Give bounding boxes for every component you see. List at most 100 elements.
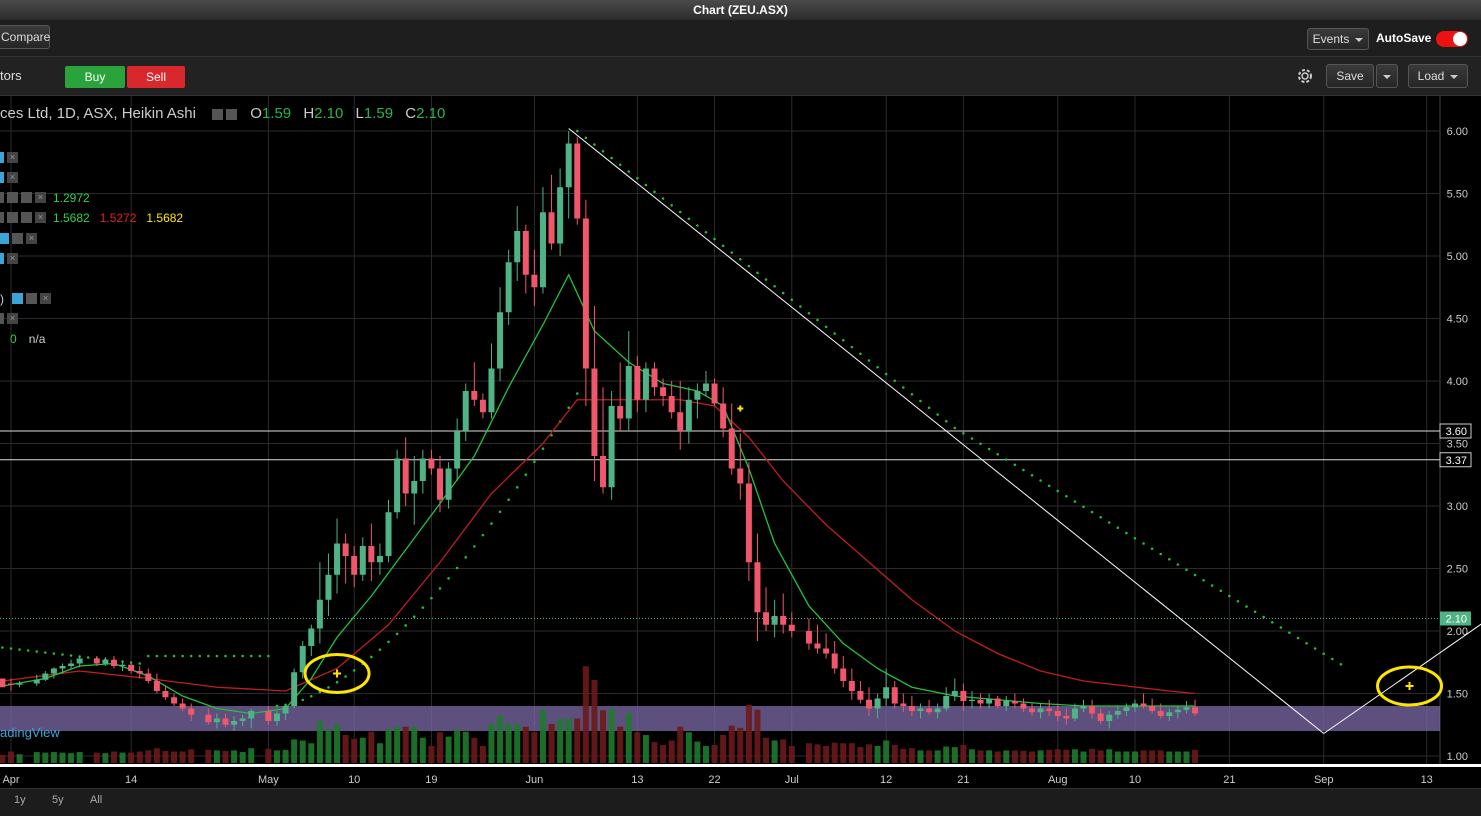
volume-bar [316,721,323,763]
volume-bar [325,729,332,763]
psar-dot [1236,599,1240,603]
close-icon[interactable]: × [7,253,18,265]
psar-dot [764,278,768,281]
gear-icon[interactable] [7,192,18,204]
candle-body [128,664,135,671]
candle-body [968,699,975,701]
autosave-toggle[interactable] [1436,31,1468,47]
compare-button[interactable]: Compare [0,25,50,49]
candle-body [668,396,675,413]
candle-body [93,658,100,664]
volume-bar [634,732,641,763]
gear-icon[interactable] [1295,66,1315,86]
candle-body [883,687,890,699]
psar-dot [198,654,202,658]
psar-dot [824,325,828,329]
eye-icon[interactable] [0,212,4,224]
volume-bar [368,731,375,763]
eye-icon[interactable] [0,172,4,184]
save-button[interactable]: Save [1326,64,1374,88]
volume-bar [488,724,495,763]
volume-bar [625,713,632,763]
candle-body [1063,716,1070,719]
volume-bar [42,752,49,763]
candle-body [737,468,744,484]
psar-dot [919,399,922,403]
volume-bar [351,738,358,763]
volume-bar [926,750,933,763]
eye-icon[interactable] [0,152,4,164]
gear-icon[interactable] [26,293,37,305]
close-icon[interactable]: × [7,313,18,325]
low-value: 1.59 [363,105,394,122]
volume-bar [874,746,881,763]
y-tick-label: 1.00 [1447,751,1468,763]
low-label: L [355,105,364,122]
candle-body [891,687,898,704]
save-options-dropdown[interactable] [1376,64,1398,88]
volume-bar [334,724,341,763]
volume-bar [866,744,872,763]
candle-body [591,368,598,456]
eye-icon[interactable] [12,293,23,305]
eye-icon[interactable] [212,108,224,120]
psar-dot [498,510,502,514]
candle-body [608,406,615,488]
range-5y-button[interactable]: 5y [52,794,64,806]
events-label: Events [1312,32,1350,46]
close-icon[interactable]: × [35,212,46,224]
psar-dot [773,284,776,288]
candle-body [110,659,117,666]
sell-button[interactable]: Sell [127,66,185,88]
indicator-row: ) × [0,290,54,306]
psar-dot [618,163,622,167]
volume-bar [462,731,469,763]
x-tick-label: 21 [957,774,969,786]
volume-bar [445,736,452,763]
eye-icon[interactable] [0,313,4,325]
close-icon[interactable]: × [40,293,51,305]
volume-bar [565,718,572,763]
x-tick-label: 21 [1223,774,1235,786]
events-dropdown[interactable]: Events [1307,28,1369,50]
psar-dot [301,698,305,702]
indicators-button[interactable]: tors [0,68,22,83]
psar-dot [756,271,759,275]
psar-dot [799,305,802,308]
volume-bar [16,754,23,763]
volume-bar [1003,750,1010,763]
candle-body [222,718,229,725]
close-icon[interactable]: × [7,152,18,164]
psar-dot [987,447,991,451]
gear-icon[interactable] [7,212,18,224]
volume-bar [231,750,238,763]
psar-dot [438,587,442,590]
gear-icon[interactable] [12,233,23,245]
candle-body [900,703,907,706]
buy-button[interactable]: Buy [65,66,125,88]
toggle-knob [1453,32,1467,46]
psar-dot [850,345,854,349]
volume-bar [737,727,744,763]
psar-dot [1082,505,1085,509]
close-icon[interactable]: × [26,233,37,245]
close-value: 2.10 [416,105,446,122]
range-1y-button[interactable]: 1y [14,794,26,806]
y-tick-label: 2.50 [1447,564,1468,576]
volume-bar [711,744,718,763]
load-dropdown[interactable]: Load [1408,64,1468,88]
eye-icon[interactable] [0,253,4,265]
range-all-button[interactable]: All [90,794,103,806]
candle-body [213,718,220,723]
close-icon[interactable]: × [7,172,18,184]
candle-body [316,599,323,629]
x-tick-label: Jun [526,774,544,786]
psar-dot [1056,489,1060,493]
settings-icon[interactable] [21,192,32,204]
gear-icon[interactable] [226,108,238,120]
eye-icon[interactable] [0,233,9,245]
settings-icon[interactable] [21,212,32,224]
eye-icon[interactable] [0,192,4,204]
close-icon[interactable]: × [35,192,46,204]
